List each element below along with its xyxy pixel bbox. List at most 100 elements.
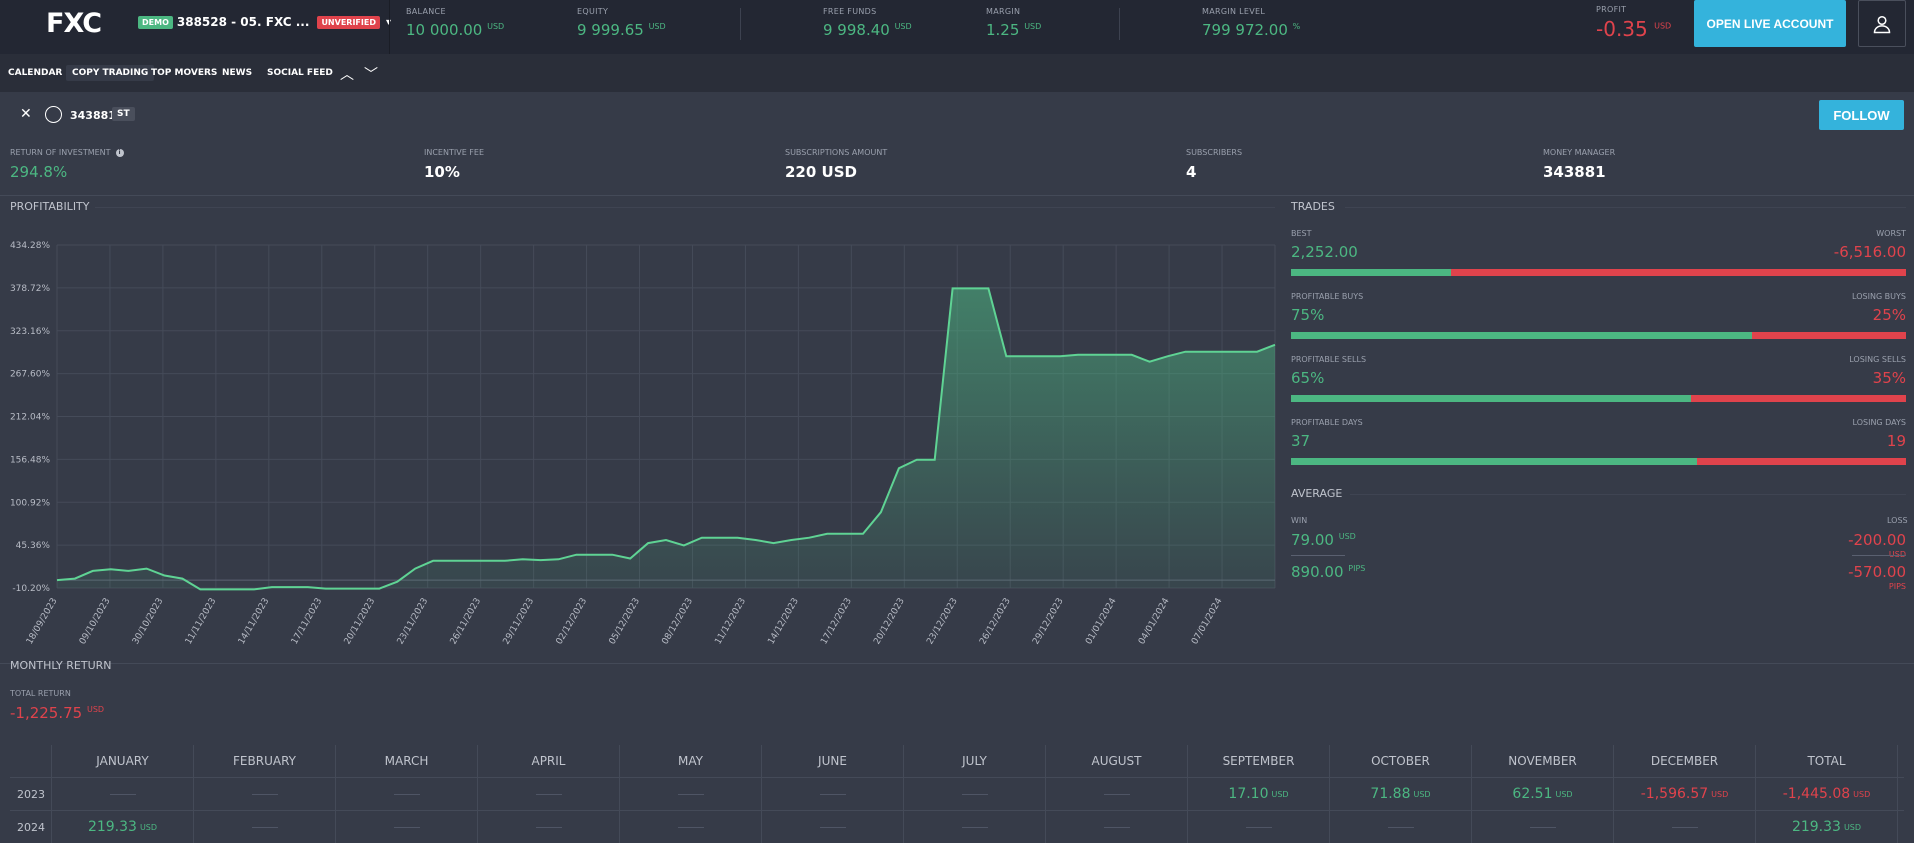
profitability-chart: 434.28% 378.72% 323.16% 267.60% 212.04% 156.4… — [10, 241, 1276, 647]
table-cell — [762, 811, 904, 843]
stat-label: MARGIN — [986, 7, 1021, 16]
info-icon[interactable]: i — [115, 148, 124, 157]
total-return-label: TOTAL RETURN — [10, 689, 71, 698]
chevron-up-icon[interactable]: ︿ — [340, 67, 354, 83]
divider — [0, 663, 1914, 664]
x-tick-label: 02/12/2023 — [555, 597, 590, 647]
user-menu-button[interactable] — [1858, 0, 1906, 47]
user-icon — [1873, 15, 1891, 33]
column-header: APRIL — [478, 745, 620, 777]
table-cell: 62.51 USD — [1472, 778, 1614, 810]
average-title: AVERAGE — [1291, 487, 1343, 500]
tab-calendar[interactable]: CALENDAR — [8, 68, 63, 78]
follow-button[interactable]: FOLLOW — [1819, 100, 1904, 130]
tab-social-feed[interactable]: SOCIAL FEED — [267, 68, 333, 78]
x-tick-label: 05/12/2023 — [608, 597, 643, 647]
empty-dash — [1245, 826, 1272, 828]
x-tick-label: 07/01/2024 — [1190, 596, 1225, 646]
free-funds-stat: FREE FUNDS 9 998.40 USD — [823, 7, 912, 39]
x-tick-label: 23/12/2023 — [925, 597, 960, 647]
table-cell — [620, 811, 762, 843]
margin-stat: MARGIN 1.25 USD — [986, 7, 1041, 39]
trade-ratio-fill — [1291, 395, 1691, 402]
table-cell — [1330, 811, 1472, 843]
open-live-account-button[interactable]: OPEN LIVE ACCOUNT — [1694, 0, 1846, 47]
win-value: 79.00 USD — [1291, 531, 1356, 549]
profitability-title: PROFITABILITY — [10, 200, 90, 213]
table-cell: 219.33 USD — [1756, 811, 1898, 843]
kpi-label: INCENTIVE FEE — [424, 148, 484, 157]
kpi-label: SUBSCRIBERS — [1186, 148, 1243, 157]
unverified-badge: UNVERIFIED — [317, 15, 380, 29]
trade-right-label: WORST — [1876, 229, 1906, 238]
column-header: FEBRUARY — [194, 745, 336, 777]
chevron-down-icon: ▾ — [386, 17, 391, 28]
table-row: 2024 219.33 USD 219.33 USD — [10, 811, 1904, 843]
table-cell — [1614, 811, 1756, 843]
divider — [1350, 494, 1906, 495]
kpi-value: 4 — [1186, 163, 1197, 181]
trade-left-value: 2,252.00 — [1291, 243, 1358, 261]
demo-badge: DEMO — [138, 15, 173, 29]
table-cell — [1472, 811, 1614, 843]
stat-value: 9 999.65 USD — [577, 21, 666, 39]
empty-dash — [961, 793, 988, 795]
table-header-row: JANUARY FEBRUARY MARCH APRIL MAY JUNE JULY AUGU… — [10, 745, 1904, 778]
trade-left-label: PROFITABLE BUYS — [1291, 292, 1364, 301]
kpi-incentive-fee: INCENTIVE FEE 10% — [424, 148, 484, 181]
y-tick-label: 156.48% — [10, 455, 50, 465]
kpi-subscribers: SUBSCRIBERS 4 — [1186, 148, 1242, 181]
divider — [1345, 207, 1906, 208]
tab-news[interactable]: NEWS — [222, 68, 253, 78]
profile-id: 343881 — [70, 109, 116, 122]
x-tick-label: 18/09/2023 — [25, 597, 60, 647]
loss-pips: -570.00 PIPS — [1848, 563, 1906, 591]
kpi-subscriptions-amount: SUBSCRIPTIONS AMOUNT 220 USD — [785, 148, 887, 181]
table-cell — [904, 811, 1046, 843]
x-tick-label: 30/10/2023 — [131, 597, 166, 647]
table-cell: 71.88 USD — [1330, 778, 1472, 810]
loss-value: -200.00 USD — [1848, 531, 1906, 559]
tab-copy-trading[interactable]: COPY TRADING — [66, 65, 155, 81]
trade-ratio-bar — [1291, 395, 1906, 402]
table-cell — [194, 778, 336, 810]
table-cell: -1,596.57 USD — [1614, 778, 1756, 810]
empty-dash — [535, 826, 562, 828]
account-selector[interactable]: DEMO 388528 - 05. FXC ... UNVERIFIED ▾ — [138, 15, 391, 29]
tab-top-movers[interactable]: TOP MOVERS — [151, 68, 218, 78]
empty-dash — [677, 826, 704, 828]
column-header: JULY — [904, 745, 1046, 777]
y-tick-label: 323.16% — [10, 327, 50, 337]
column-header: JUNE — [762, 745, 904, 777]
trade-left-label: PROFITABLE DAYS — [1291, 418, 1363, 427]
empty-dash — [1671, 826, 1698, 828]
empty-dash — [961, 826, 988, 828]
column-header — [10, 745, 52, 777]
trade-ratio-fill — [1291, 458, 1697, 465]
chevron-down-icon[interactable]: ﹀ — [364, 67, 378, 83]
stat-label: PROFIT — [1596, 5, 1627, 14]
monthly-return-table: JANUARY FEBRUARY MARCH APRIL MAY JUNE JULY AUGU… — [10, 745, 1904, 843]
trade-right-label: LOSING SELLS — [1849, 355, 1906, 364]
table-cell: 219.33 USD — [52, 811, 194, 843]
top-bar: FXC DEMO 388528 - 05. FXC ... UNVERIFIED… — [0, 0, 1914, 54]
x-tick-label: 14/11/2023 — [237, 597, 272, 647]
column-header: TOTAL — [1756, 745, 1898, 777]
kpi-money-manager: MONEY MANAGER 343881 — [1543, 148, 1615, 181]
table-cell — [1046, 778, 1188, 810]
column-header: MAY — [620, 745, 762, 777]
stat-value: 10 000.00 USD — [406, 21, 505, 39]
close-icon[interactable]: ✕ — [20, 106, 32, 122]
year-cell: 2024 — [10, 811, 52, 843]
empty-dash — [819, 793, 846, 795]
account-name: 388528 - 05. FXC ... — [176, 15, 310, 29]
x-tick-label: 14/12/2023 — [766, 597, 801, 647]
x-tick-label: 01/01/2024 — [1084, 596, 1119, 646]
divider — [1852, 555, 1906, 556]
table-cell — [336, 811, 478, 843]
empty-dash — [109, 793, 136, 795]
empty-dash — [1103, 793, 1130, 795]
stat-value: 9 998.40 USD — [823, 21, 912, 39]
kpi-roi: RETURN OF INVESTMENT i 294.8% — [10, 148, 124, 181]
trade-right-value: -6,516.00 — [1833, 243, 1906, 261]
